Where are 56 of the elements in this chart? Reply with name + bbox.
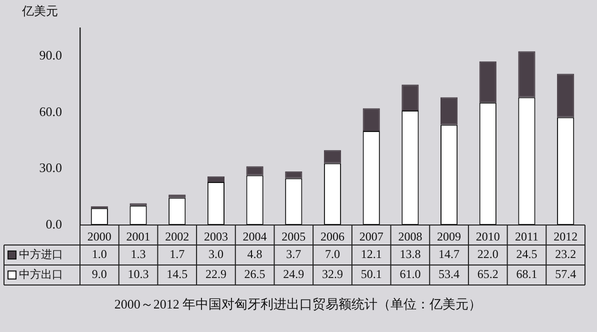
x-tick-label: 2011 [514, 229, 539, 244]
y-tick-label: 30.0 [39, 160, 62, 176]
data-label: 22.9 [205, 267, 226, 282]
bar [479, 61, 496, 103]
data-label: 68.1 [516, 267, 538, 282]
data-label: 12.1 [360, 247, 382, 262]
legend-label: 中方出口 [19, 268, 63, 281]
text: 2000～2012 年中国对匈牙利进出口贸易额统计（单位：亿美元） [114, 296, 482, 312]
bar [518, 51, 536, 98]
data-label: 13.8 [400, 247, 421, 262]
x-tick-label: 2005 [282, 229, 306, 244]
bar [246, 166, 264, 176]
y-axis-title: 亿美元 [21, 4, 58, 18]
legend-label: 中方进口 [19, 248, 63, 261]
data-label: 3.7 [286, 247, 302, 262]
data-label: 3.0 [208, 247, 224, 262]
data-label: 9.0 [92, 267, 107, 282]
x-tick-label: 2001 [126, 229, 150, 244]
data-label: 24.9 [283, 267, 304, 282]
data-label: 23.2 [555, 247, 576, 262]
x-tick-label: 2004 [242, 229, 267, 244]
bar [285, 171, 302, 178]
data-label: 1.3 [130, 247, 146, 262]
bar [440, 97, 458, 125]
y-tick-label: 90.0 [39, 48, 62, 63]
data-label: 26.5 [244, 267, 266, 282]
bar [207, 176, 225, 182]
y-tick-label: 60.0 [39, 104, 62, 119]
data-label: 14.7 [438, 247, 460, 262]
y-tick-label: 0.0 [46, 216, 62, 232]
data-label: 24.5 [516, 247, 538, 262]
bar [402, 84, 419, 111]
data-label: 53.4 [438, 267, 460, 282]
x-tick-label: 2000 [87, 229, 112, 244]
data-label: 65.2 [477, 267, 498, 282]
data-label: 7.0 [325, 247, 340, 262]
data-label: 57.4 [555, 267, 576, 282]
data-label: 50.1 [360, 267, 382, 282]
x-tick-label: 2008 [398, 229, 422, 244]
data-label: 10.3 [128, 267, 149, 282]
data-label: 1.0 [92, 247, 107, 262]
x-tick-label: 2007 [359, 229, 384, 244]
x-tick-label: 2012 [554, 229, 578, 244]
data-label: 14.5 [166, 267, 188, 282]
bar [362, 108, 380, 132]
data-label: 4.8 [247, 247, 262, 262]
x-tick-label: 2003 [204, 229, 228, 244]
x-tick-label: 2006 [320, 229, 344, 244]
x-tick-label: 2010 [476, 229, 500, 244]
data-label: 32.9 [322, 267, 343, 282]
x-tick-label: 2002 [165, 229, 190, 244]
x-tick-label: 2009 [437, 229, 462, 244]
data-label: 1.7 [170, 247, 185, 262]
data-label: 61.0 [400, 267, 421, 282]
data-label: 22.0 [477, 247, 498, 262]
bar [557, 74, 574, 118]
